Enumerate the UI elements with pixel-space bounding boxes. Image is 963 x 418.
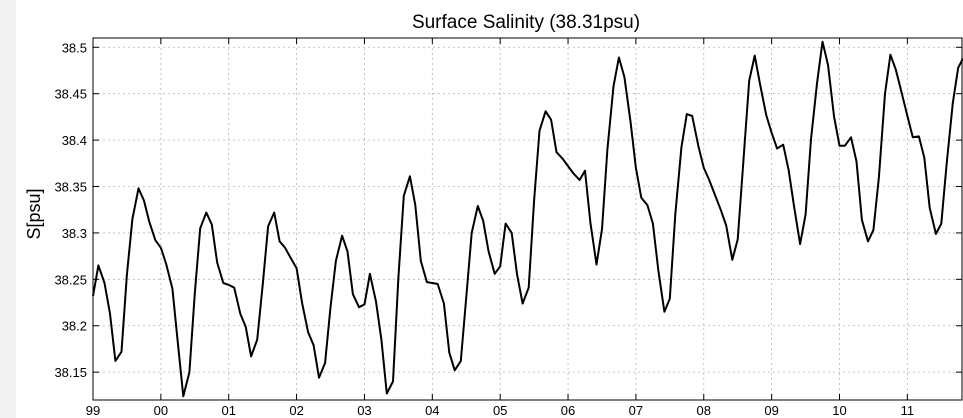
chart-title: Surface Salinity (38.31psu)	[412, 12, 640, 33]
plot-frame	[92, 37, 963, 401]
x-tick-label: 99	[86, 403, 100, 418]
x-tick-label: 09	[764, 403, 778, 418]
x-tick-label: 00	[154, 403, 168, 418]
y-tick-label: 38.5	[62, 40, 87, 55]
salinity-series-line	[92, 40, 963, 398]
y-axis-label: S[psu]	[24, 188, 44, 239]
x-tick-label: 01	[221, 403, 235, 418]
x-tick-label: 07	[629, 403, 643, 418]
x-axis-ticks: 99 00 01 02 03 04 05 06 07 08 09 10 11	[86, 38, 914, 418]
x-tick-label: 08	[697, 403, 711, 418]
y-tick-label: 38.15	[54, 365, 87, 380]
series-layer	[92, 40, 963, 398]
x-tick-label: 04	[425, 403, 439, 418]
x-tick-label: 11	[901, 403, 915, 418]
grid	[92, 38, 963, 400]
y-axis-ticks: 38.15 38.2 38.25 38.3 38.35 38.4 38.45 38.5	[54, 40, 962, 380]
x-tick-label: 05	[493, 403, 507, 418]
x-tick-label: 03	[357, 403, 371, 418]
y-tick-label: 38.45	[54, 87, 87, 102]
x-tick-label: 06	[561, 403, 575, 418]
y-tick-label: 38.35	[54, 180, 87, 195]
y-tick-label: 38.3	[62, 226, 87, 241]
x-tick-label: 02	[289, 403, 303, 418]
y-tick-label: 38.4	[62, 133, 87, 148]
left-panel	[0, 0, 16, 418]
x-tick-label: 10	[832, 403, 846, 418]
y-tick-label: 38.2	[62, 319, 87, 334]
y-tick-label: 38.25	[54, 272, 87, 287]
